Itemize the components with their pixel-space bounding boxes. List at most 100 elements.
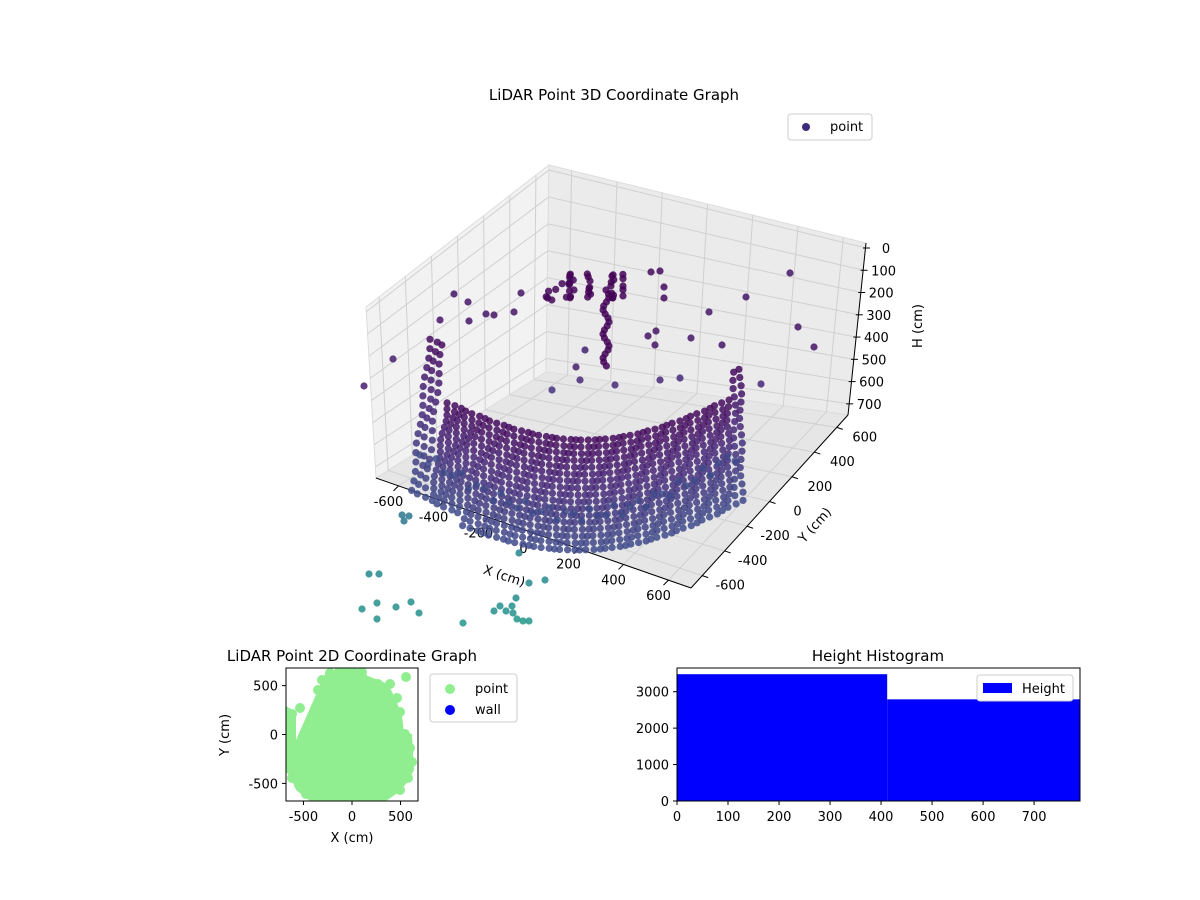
point-3d (736, 414, 744, 422)
x-axis-label-3d: X (cm) (481, 563, 527, 591)
point-3d (641, 523, 649, 531)
point-3d (600, 490, 608, 498)
point-3d (419, 382, 427, 391)
point-3d (398, 511, 406, 519)
grid-z-back (548, 169, 867, 249)
point-3d (693, 437, 701, 445)
point-3d (642, 503, 650, 512)
point-3d (430, 484, 438, 492)
z-tick-label-3d: 200 (869, 287, 894, 302)
point-3d (537, 537, 545, 545)
point-2d (407, 757, 417, 767)
point-3d (698, 434, 706, 442)
point-3d (570, 450, 578, 458)
point-3d (705, 425, 713, 433)
point-3d (417, 471, 425, 479)
point-3d (636, 490, 644, 499)
point-3d (668, 419, 676, 427)
point-3d (730, 442, 739, 450)
point-3d (705, 506, 713, 514)
point-3d (656, 506, 664, 514)
point-3d (589, 525, 598, 533)
point-3d (478, 428, 486, 436)
point-3d (448, 506, 456, 514)
point-3d (663, 421, 671, 429)
x-tick-label-3d: -600 (374, 495, 404, 510)
point-3d (456, 469, 464, 477)
point-3d (438, 341, 446, 349)
point-3d (429, 357, 437, 365)
point-3d (446, 460, 454, 468)
point-3d (527, 437, 536, 445)
point-3d (715, 459, 723, 467)
point-3d (525, 471, 533, 479)
point-3d (454, 450, 462, 458)
x-tick-label-2d: 500 (388, 810, 413, 825)
point-3d (559, 435, 568, 443)
point-3d (680, 469, 688, 477)
point-3d (668, 453, 676, 462)
point-3d (577, 443, 585, 451)
point-3d (531, 466, 539, 474)
point-3d (691, 476, 699, 485)
point-3d (528, 451, 536, 459)
point-3d (487, 460, 495, 468)
point-3d (470, 446, 478, 454)
point-3d (661, 469, 669, 477)
point-3d (553, 504, 562, 512)
point-3d (659, 517, 668, 526)
point-3d (564, 449, 573, 457)
grid-y-side (378, 296, 389, 471)
point-3d (676, 417, 684, 425)
point-3d (468, 416, 476, 424)
point-3d (736, 406, 744, 414)
legend-2d-point-marker (445, 684, 455, 694)
point-3d (545, 461, 554, 469)
point-3d (487, 467, 496, 475)
point-3d (482, 502, 490, 510)
point-3d (460, 413, 468, 421)
point-3d (662, 428, 670, 436)
z-tick-label-3d: 600 (859, 376, 884, 391)
point-3d (606, 469, 614, 477)
point-3d (432, 466, 440, 474)
point-3d (452, 435, 460, 443)
point-3d (623, 528, 631, 536)
point-3d (484, 531, 493, 539)
point-3d (453, 417, 461, 425)
point-3d (644, 332, 652, 340)
point-3d (719, 446, 727, 454)
point-2d (325, 668, 335, 678)
point-3d (462, 453, 470, 461)
point-3d (438, 429, 446, 437)
x-tick-label-hist: 0 (673, 810, 681, 825)
point-3d (511, 532, 519, 540)
point-3d (517, 484, 525, 492)
point-3d (503, 451, 511, 459)
point-3d (693, 498, 701, 506)
point-3d (496, 602, 504, 610)
point-3d (486, 417, 494, 425)
point-3d (583, 270, 591, 278)
point-3d (786, 269, 794, 277)
point-3d (414, 430, 422, 438)
point-3d (466, 474, 474, 482)
point-3d (570, 286, 578, 294)
point-3d (810, 343, 818, 351)
grid-z-side (372, 304, 548, 424)
point-3d (489, 447, 497, 455)
point-3d (602, 511, 610, 520)
point-3d (601, 435, 609, 443)
point-3d (717, 426, 725, 434)
point-3d (544, 524, 553, 532)
point-3d (705, 452, 713, 460)
point-3d (675, 506, 683, 514)
x-tick-label-hist: 700 (1022, 810, 1047, 825)
point-3d (463, 441, 471, 449)
point-3d (422, 493, 430, 501)
x-tick-label-3d: 400 (601, 573, 626, 588)
histogram-bar (887, 699, 1080, 801)
point-3d (419, 392, 427, 400)
point-3d (693, 457, 701, 465)
